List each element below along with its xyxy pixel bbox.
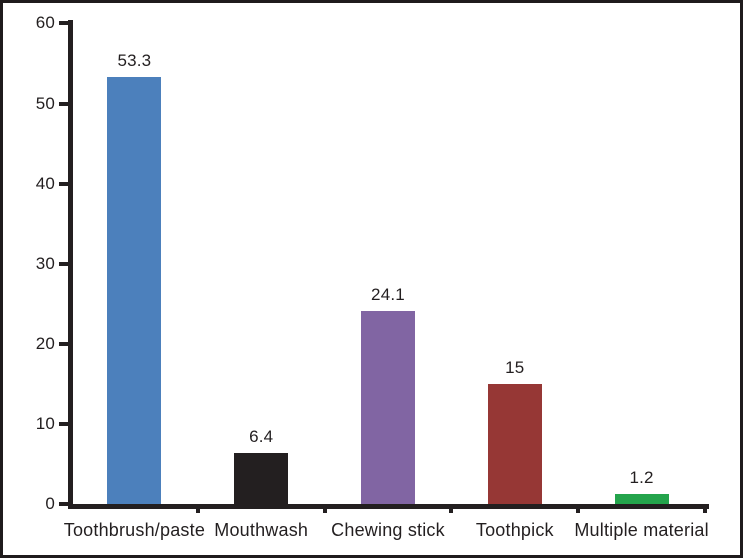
bar [107, 77, 162, 504]
y-tick-mark [59, 261, 68, 266]
y-tick-mark [59, 421, 68, 426]
y-tick-label: 0 [45, 494, 55, 513]
x-axis-line [68, 504, 709, 509]
category-label: Toothbrush/paste [63, 520, 206, 540]
category-label: Mouthwash [214, 520, 309, 540]
y-tick-mark [59, 101, 68, 106]
x-tick-mark [449, 504, 454, 513]
x-tick-mark [703, 504, 707, 513]
bar-value-label: 15 [505, 358, 525, 377]
bar [361, 311, 415, 504]
y-tick-label: 40 [35, 173, 55, 193]
x-tick-mark [576, 504, 581, 513]
category-label: Chewing stick [331, 520, 445, 540]
y-tick-label: 20 [35, 333, 55, 353]
bar-value-label: 1.2 [629, 468, 654, 487]
y-tick-label: 10 [35, 413, 55, 433]
bar [614, 494, 669, 504]
x-tick-mark [195, 504, 200, 513]
bar [234, 453, 289, 504]
category-label: Multiple material [574, 520, 709, 540]
y-tick-mark [59, 502, 68, 506]
y-tick-mark [59, 21, 68, 26]
y-tick-mark [59, 341, 68, 346]
y-tick-mark [59, 181, 68, 186]
y-tick-label: 60 [35, 13, 55, 33]
y-axis-line [68, 20, 73, 509]
bar [487, 384, 542, 504]
bar-value-label: 6.4 [249, 427, 274, 446]
bar-value-label: 24.1 [371, 285, 405, 304]
bar-value-label: 53.3 [117, 51, 152, 70]
x-tick-mark [322, 504, 327, 513]
category-label: Toothpick [475, 520, 554, 540]
y-tick-label: 50 [35, 93, 55, 113]
y-tick-label: 30 [35, 253, 55, 273]
